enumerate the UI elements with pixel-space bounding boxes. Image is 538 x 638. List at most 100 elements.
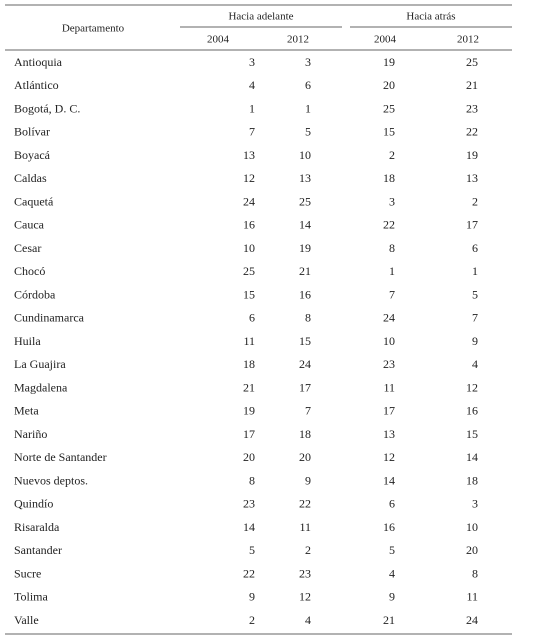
row-label: Norte de Santander — [14, 450, 107, 464]
cell-value: 10 — [243, 241, 255, 255]
row-label: Atlántico — [14, 78, 59, 92]
cell-value: 7 — [472, 311, 478, 325]
cell-value: 9 — [389, 590, 395, 604]
cell-value: 2 — [389, 148, 395, 162]
cell-value: 17 — [243, 427, 255, 441]
cell-value: 7 — [389, 287, 395, 301]
row-label: Tolima — [14, 590, 48, 604]
year-header: 2004 — [207, 34, 230, 46]
cell-value: 13 — [299, 171, 311, 185]
cell-value: 3 — [472, 497, 478, 511]
cell-value: 24 — [383, 311, 395, 325]
row-label: Santander — [14, 543, 62, 557]
cell-value: 14 — [299, 218, 311, 232]
cell-value: 11 — [243, 334, 255, 348]
cell-value: 20 — [299, 450, 311, 464]
cell-value: 8 — [389, 241, 395, 255]
cell-value: 20 — [466, 543, 478, 557]
cell-value: 19 — [383, 55, 395, 69]
cell-value: 2 — [249, 613, 255, 627]
cell-value: 24 — [243, 194, 255, 208]
cell-value: 25 — [299, 194, 311, 208]
row-label: Caquetá — [14, 194, 54, 208]
cell-value: 4 — [389, 566, 395, 580]
row-label: Chocó — [14, 264, 45, 278]
cell-value: 24 — [299, 357, 311, 371]
cell-value: 17 — [383, 404, 395, 418]
cell-value: 21 — [243, 380, 255, 394]
cell-value: 2 — [472, 194, 478, 208]
cell-value: 16 — [299, 287, 311, 301]
cell-value: 25 — [383, 101, 395, 115]
cell-value: 9 — [305, 473, 311, 487]
cell-value: 8 — [472, 566, 478, 580]
cell-value: 14 — [466, 450, 478, 464]
row-label: Córdoba — [14, 287, 56, 301]
cell-value: 25 — [243, 264, 255, 278]
cell-value: 1 — [305, 101, 311, 115]
cell-value: 12 — [383, 450, 395, 464]
cell-value: 4 — [472, 357, 478, 371]
column-header: Departamento — [62, 23, 125, 35]
cell-value: 17 — [299, 380, 311, 394]
row-label: Bogotá, D. C. — [14, 101, 80, 115]
cell-value: 25 — [466, 55, 478, 69]
row-label: Caldas — [14, 171, 47, 185]
cell-value: 13 — [243, 148, 255, 162]
cell-value: 7 — [305, 404, 311, 418]
cell-value: 24 — [466, 613, 478, 627]
cell-value: 15 — [466, 427, 478, 441]
cell-value: 22 — [243, 566, 255, 580]
row-label: Nuevos deptos. — [14, 473, 88, 487]
row-label: Quindío — [14, 497, 53, 511]
cell-value: 9 — [249, 590, 255, 604]
cell-value: 15 — [243, 287, 255, 301]
cell-value: 17 — [466, 218, 478, 232]
cell-value: 18 — [243, 357, 255, 371]
row-label: Cesar — [14, 241, 41, 255]
cell-value: 4 — [305, 613, 311, 627]
cell-value: 12 — [299, 590, 311, 604]
cell-value: 18 — [383, 171, 395, 185]
row-label: Cauca — [14, 218, 45, 232]
cell-value: 21 — [299, 264, 311, 278]
year-header: 2012 — [457, 34, 479, 46]
cell-value: 16 — [466, 404, 478, 418]
cell-value: 10 — [383, 334, 395, 348]
cell-value: 12 — [243, 171, 255, 185]
cell-value: 11 — [299, 520, 311, 534]
cell-value: 3 — [249, 55, 255, 69]
cell-value: 22 — [299, 497, 311, 511]
cell-value: 3 — [305, 55, 311, 69]
cell-value: 19 — [243, 404, 255, 418]
cell-value: 13 — [466, 171, 478, 185]
cell-value: 23 — [243, 497, 255, 511]
cell-value: 15 — [383, 125, 395, 139]
cell-value: 10 — [466, 520, 478, 534]
cell-value: 2 — [305, 543, 311, 557]
cell-value: 19 — [466, 148, 478, 162]
cell-value: 1 — [249, 101, 255, 115]
cell-value: 16 — [383, 520, 395, 534]
cell-value: 5 — [249, 543, 255, 557]
cell-value: 23 — [299, 566, 311, 580]
cell-value: 8 — [249, 473, 255, 487]
cell-value: 4 — [249, 78, 255, 92]
cell-value: 5 — [472, 287, 478, 301]
cell-value: 22 — [383, 218, 395, 232]
cell-value: 3 — [389, 194, 395, 208]
row-label: Valle — [14, 613, 39, 627]
row-label: Bolívar — [14, 125, 50, 139]
group-header: Hacia atrás — [406, 11, 455, 23]
row-label: Sucre — [14, 566, 41, 580]
cell-value: 20 — [383, 78, 395, 92]
cell-value: 13 — [383, 427, 395, 441]
cell-value: 6 — [249, 311, 255, 325]
row-label: Magdalena — [14, 380, 68, 394]
row-label: La Guajira — [14, 357, 66, 371]
cell-value: 11 — [383, 380, 395, 394]
cell-value: 6 — [389, 497, 395, 511]
cell-value: 6 — [472, 241, 478, 255]
